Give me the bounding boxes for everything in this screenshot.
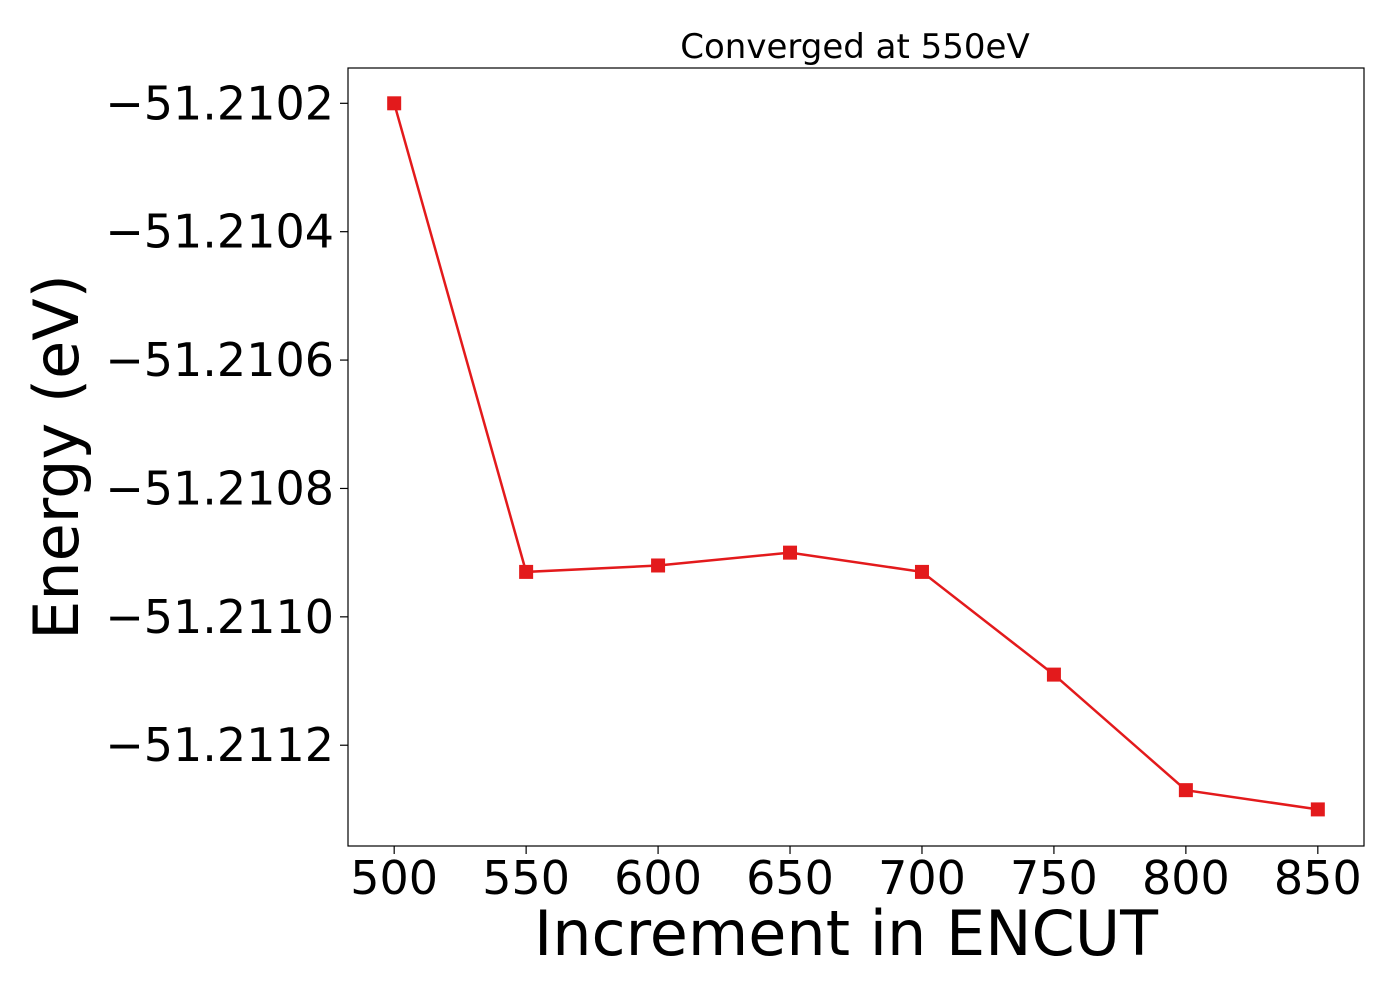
y-tick-label: −51.2110 [105,590,334,644]
y-tick-label: −51.2108 [105,461,334,515]
plot-frame [347,67,1365,847]
x-tick-label: 600 [614,851,702,905]
series-line [392,102,1318,811]
x-tick-label: 850 [1274,851,1362,905]
chart-title: Converged at 550eV [680,27,1029,67]
x-axis-title: Increment in ENCUT [534,897,1159,970]
data-point-marker [1310,802,1325,817]
x-tick-label: 650 [746,851,834,905]
y-tick-label: −51.2104 [105,205,334,259]
data-point-marker [651,558,666,573]
data-point-marker [783,545,798,560]
x-axis-ticks: 500 550 600 650 700 750 800 850 [350,846,1362,905]
data-point-marker [914,564,929,579]
series-layer [387,96,1325,817]
x-tick-label: 800 [1142,851,1230,905]
data-point-marker [387,96,402,111]
y-tick-label: −51.2112 [105,718,334,772]
x-tick-label: 700 [878,851,966,905]
data-point-marker [1178,783,1193,798]
y-axis-ticks: −51.2102 −51.2104 −51.2106 −51.2108 −51.2110… [105,76,348,772]
y-tick-label: −51.2102 [105,76,334,130]
y-axis-title: Energy (eV) [20,274,93,640]
x-tick-label: 750 [1010,851,1098,905]
data-point-marker [1046,667,1061,682]
x-tick-label: 550 [482,851,570,905]
x-tick-label: 500 [350,851,438,905]
data-point-marker [519,564,534,579]
y-tick-label: −51.2106 [105,333,334,387]
